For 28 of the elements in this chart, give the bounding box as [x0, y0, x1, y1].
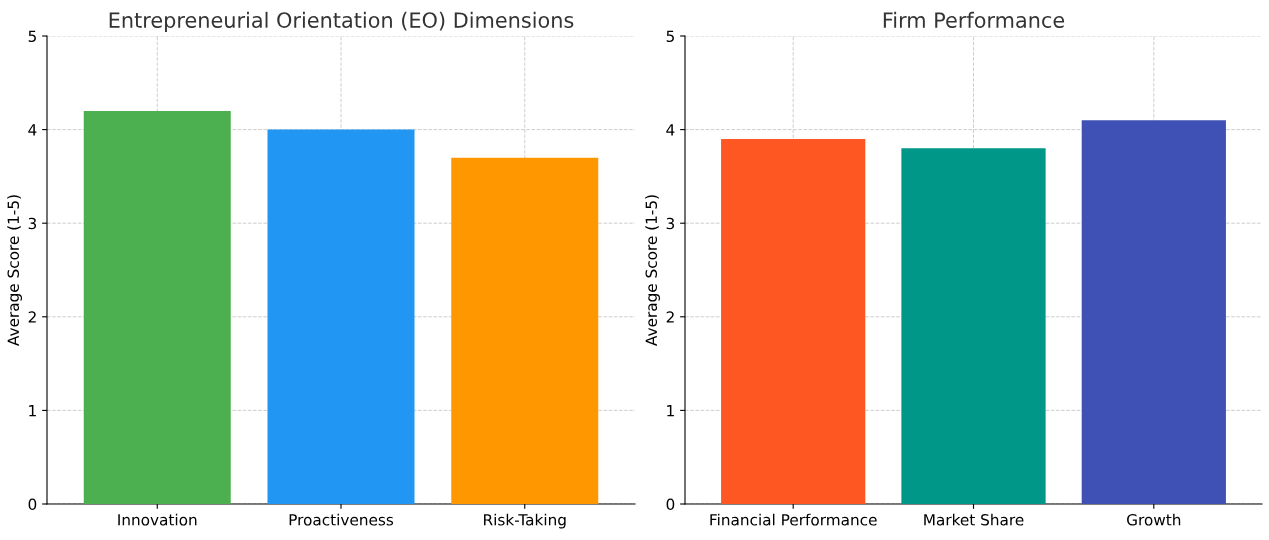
- bar: [901, 148, 1046, 504]
- y-tick-label: 5: [666, 30, 674, 43]
- y-tick-label: 5: [28, 30, 36, 43]
- y-tick-label: 1: [29, 405, 36, 417]
- y-tick-label: 3: [666, 217, 675, 230]
- y-tick-label: 4: [666, 124, 675, 136]
- y-tick-label: 2: [666, 311, 674, 323]
- x-tick-label: Proactiveness: [289, 513, 394, 526]
- y-tick-label: 3: [28, 217, 37, 230]
- y-tick-label: 1: [667, 405, 674, 417]
- chart-title: Firm Performance: [883, 11, 1065, 28]
- x-tick-label: Risk-Taking: [484, 513, 566, 529]
- bar: [267, 129, 415, 504]
- y-tick-label: 0: [666, 498, 675, 511]
- chart-title: Entrepreneurial Orientation (EO) Dimensions: [109, 11, 574, 32]
- x-tick-label: Growth: [1127, 513, 1181, 526]
- x-tick-label: Financial Performance: [710, 513, 877, 526]
- bar: [1081, 120, 1226, 504]
- x-tick-label: Innovation: [118, 513, 197, 526]
- bar: [83, 110, 231, 504]
- y-axis-title: Average Score (1-5): [7, 195, 22, 346]
- bar: [721, 138, 866, 504]
- x-tick-label: Market Share: [924, 513, 1024, 526]
- y-tick-label: 2: [28, 311, 36, 323]
- y-tick-label: 0: [28, 498, 37, 511]
- y-tick-label: 4: [28, 124, 37, 136]
- y-axis-title: Average Score (1-5): [645, 195, 660, 346]
- bar: [451, 157, 599, 504]
